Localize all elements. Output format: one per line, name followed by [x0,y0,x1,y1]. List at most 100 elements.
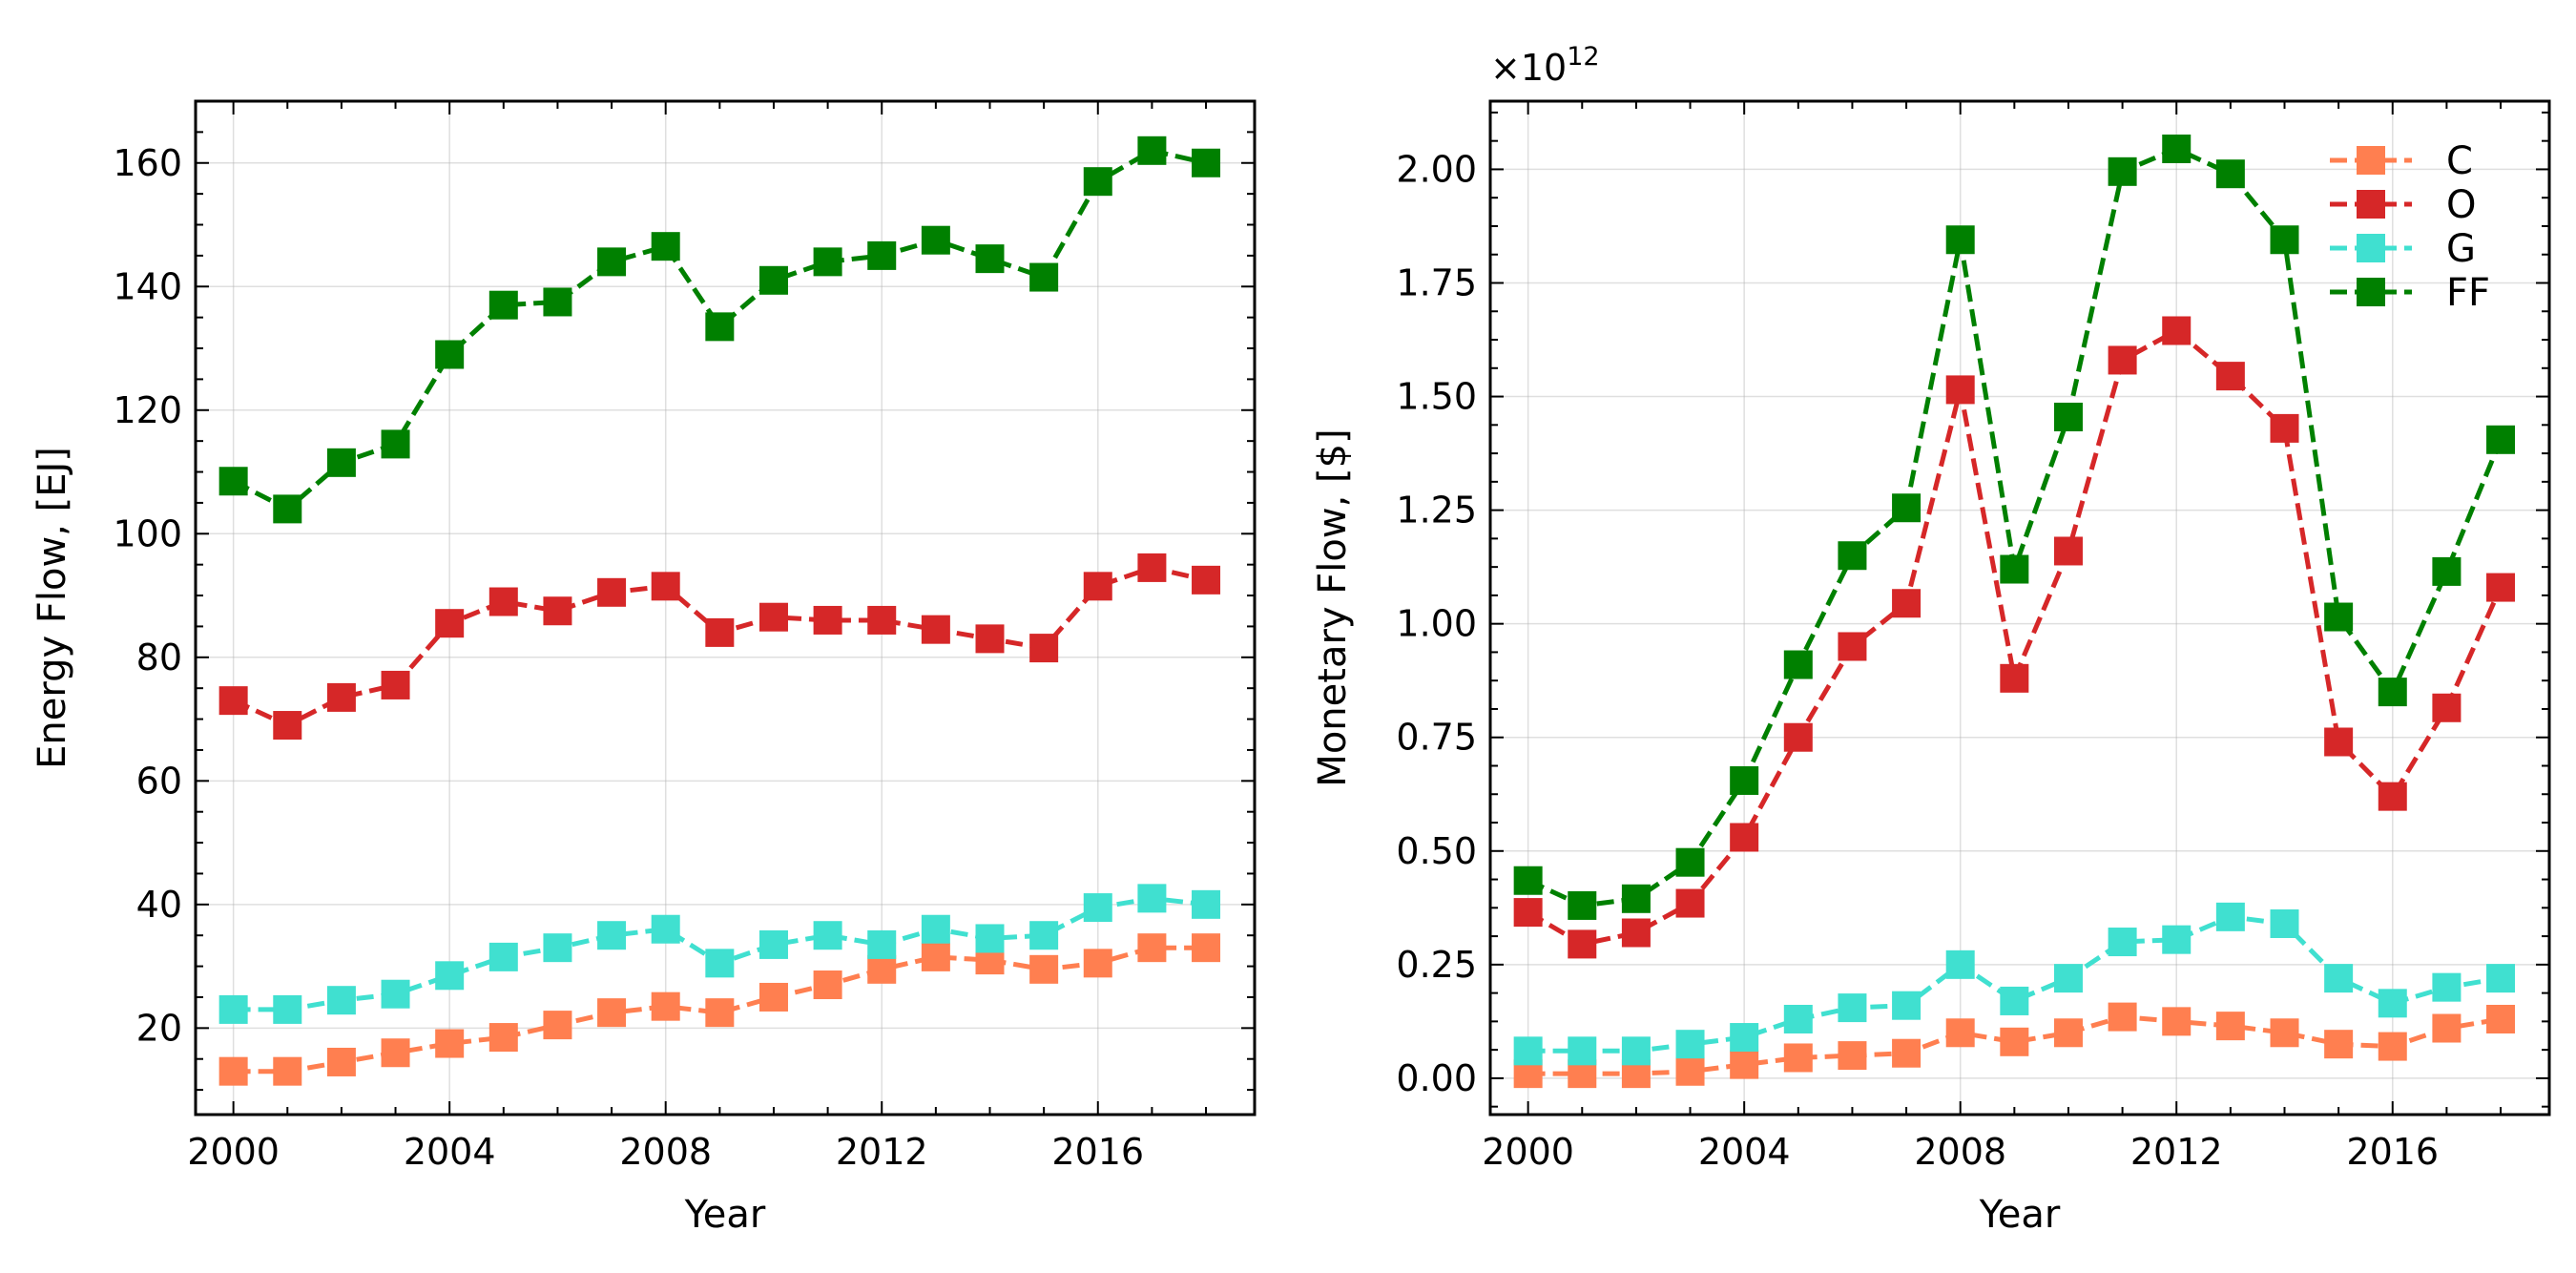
y-tick-label: 80 [136,636,182,678]
y-tick-label: 2.00 [1396,148,1477,190]
plot-frame [194,99,1257,1116]
data-point [2432,556,2462,586]
x-tick-label: 2016 [2346,1131,2439,1173]
data-point [2270,225,2299,255]
data-point [1945,225,1975,255]
y-tick-label: 0.75 [1396,717,1477,759]
y-tick-label: 1.75 [1396,261,1477,303]
data-point [1783,1043,1813,1073]
y-tick-label: 1.25 [1396,490,1477,532]
data-point [1945,1018,1975,1048]
data-point [1568,929,1597,959]
legend-label: O [2446,183,2476,227]
x-axis-label: Year [684,1193,766,1237]
data-point [1029,634,1059,663]
data-point [2053,964,2083,993]
data-point [1783,1004,1813,1033]
series-line-3 [1527,146,2503,908]
data-point [1029,921,1059,950]
data-point [488,1023,518,1053]
data-point [2378,989,2407,1018]
y-tick-label: 0.50 [1396,830,1477,872]
y-tick-label: 140 [113,265,182,307]
data-point [381,670,410,699]
data-point [2162,135,2192,164]
plot-frame [1488,99,2551,1116]
right-monetary-chart: 2000 2004 2008 2012 2016 0.00 0.25 0.50 0.75 1.00… [1311,42,2551,1237]
data-point [1675,888,1705,918]
data-point [1730,1023,1759,1053]
data-point [1730,823,1759,852]
data-point [2378,678,2407,707]
data-point [2324,727,2354,757]
data-point [1192,933,1221,963]
x-tick-label: 2004 [404,1131,496,1173]
data-point [651,572,680,601]
data-point [435,1029,465,1058]
y-tick-label: 0.00 [1396,1057,1477,1099]
legend-marker [2357,234,2385,262]
data-point [1568,1036,1597,1066]
data-point [1137,933,1167,963]
series-line-1 [1527,327,2503,948]
data-point [867,929,897,959]
data-point [867,240,897,270]
data-point [1621,918,1651,948]
data-point [813,605,842,635]
data-point [1029,262,1059,292]
data-point [2108,345,2137,375]
data-point [2324,602,2354,632]
data-point [218,467,248,496]
x-tick-label: 2008 [619,1131,712,1173]
data-point [218,994,248,1024]
data-point [2270,1018,2299,1048]
data-point [1892,589,1922,618]
data-point [813,247,842,277]
data-point [758,602,788,632]
data-point [326,1047,356,1076]
data-point [1029,954,1059,984]
data-point [1513,898,1543,928]
data-point [1675,847,1705,877]
legend-marker [2357,190,2385,219]
x-tick-label: 2000 [1482,1131,1574,1173]
data-point [705,949,735,978]
data-point [2270,908,2299,938]
axis-offset-exponent: 12 [1567,42,1599,72]
data-point [1192,148,1221,177]
data-point [1838,1041,1867,1071]
data-point [1192,889,1221,919]
data-point [921,914,950,944]
left-energy-chart: 2000 2004 2008 2012 2016 20 40 60 80 100 120 140 160… [31,99,1257,1237]
data-point [381,1038,410,1068]
data-point [2215,362,2245,391]
y-tick-label: 60 [136,760,182,802]
data-point [2432,693,2462,722]
legend-marker [2357,278,2385,306]
legend-label: G [2446,227,2476,271]
data-point [488,587,518,616]
x-tick-label: 2004 [1698,1131,1791,1173]
data-point [488,942,518,971]
y-tick-label: 20 [136,1007,182,1049]
data-point [435,609,465,638]
data-point [651,914,680,944]
data-point [218,1056,248,1086]
data-point [2162,1007,2192,1036]
data-point [2000,1027,2029,1056]
data-point [597,247,627,277]
data-point [1838,993,1867,1023]
data-point [326,682,356,712]
legend-label: C [2446,139,2473,183]
legend-label: FF [2446,271,2490,315]
data-point [2432,972,2462,1002]
data-point [273,1056,302,1086]
data-point [921,942,950,971]
data-point [1083,949,1112,978]
x-tick-label: 2012 [836,1131,928,1173]
y-tick-label: 0.25 [1396,944,1477,986]
legend-marker [2357,146,2385,175]
data-point [1083,167,1112,197]
